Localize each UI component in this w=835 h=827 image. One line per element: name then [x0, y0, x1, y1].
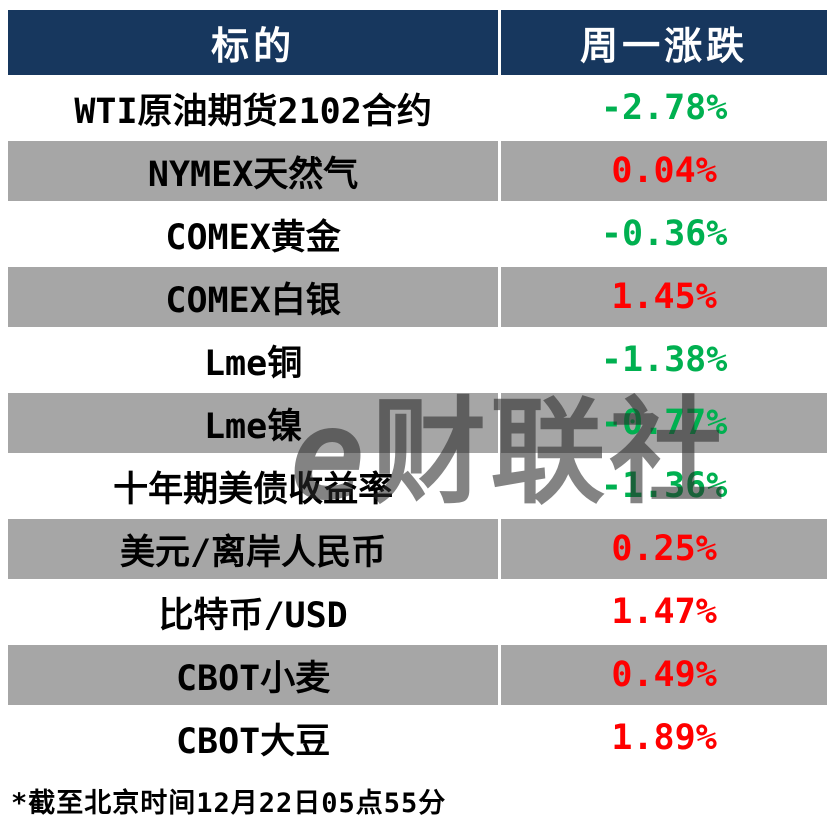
instrument-name: 美元/离岸人民币	[4, 516, 502, 582]
market-table: 标的 周一涨跌 WTI原油期货2102合约 -2.78% NYMEX天然气 0.…	[4, 7, 830, 771]
table-row: Lme镍 -0.77%	[4, 390, 830, 456]
change-value: -0.36%	[498, 201, 830, 267]
instrument-name: Lme铜	[4, 327, 502, 393]
header-row: 标的 周一涨跌	[4, 7, 830, 78]
change-value: 1.47%	[498, 579, 830, 645]
instrument-name: CBOT大豆	[4, 705, 502, 771]
instrument-name: 十年期美债收益率	[4, 453, 502, 519]
instrument-name: COMEX黄金	[4, 201, 502, 267]
change-value: -2.78%	[498, 75, 830, 141]
instrument-name: 比特币/USD	[4, 579, 502, 645]
change-value: 0.25%	[498, 516, 830, 582]
change-value: 0.49%	[498, 642, 830, 708]
table-row: COMEX白银 1.45%	[4, 264, 830, 330]
table-body: WTI原油期货2102合约 -2.78% NYMEX天然气 0.04% COME…	[4, 75, 830, 771]
table-row: CBOT小麦 0.49%	[4, 642, 830, 708]
change-value: -1.36%	[498, 453, 830, 519]
instrument-name: Lme镍	[4, 390, 502, 456]
table-row: 十年期美债收益率 -1.36%	[4, 453, 830, 519]
table-row: CBOT大豆 1.89%	[4, 705, 830, 771]
table-row: NYMEX天然气 0.04%	[4, 138, 830, 204]
table-row: 比特币/USD 1.47%	[4, 579, 830, 645]
header-change: 周一涨跌	[498, 7, 830, 78]
header-instrument: 标的	[4, 7, 502, 78]
change-value: 0.04%	[498, 138, 830, 204]
table-row: WTI原油期货2102合约 -2.78%	[4, 75, 830, 141]
change-value: -0.77%	[498, 390, 830, 456]
change-value: 1.89%	[498, 705, 830, 771]
table-row: COMEX黄金 -0.36%	[4, 201, 830, 267]
instrument-name: NYMEX天然气	[4, 138, 502, 204]
instrument-name: WTI原油期货2102合约	[4, 75, 502, 141]
table-row: 美元/离岸人民币 0.25%	[4, 516, 830, 582]
instrument-name: COMEX白银	[4, 264, 502, 330]
footnote: *截至北京时间12月22日05点55分	[11, 788, 447, 819]
instrument-name: CBOT小麦	[4, 642, 502, 708]
table-row: Lme铜 -1.38%	[4, 327, 830, 393]
change-value: -1.38%	[498, 327, 830, 393]
change-value: 1.45%	[498, 264, 830, 330]
